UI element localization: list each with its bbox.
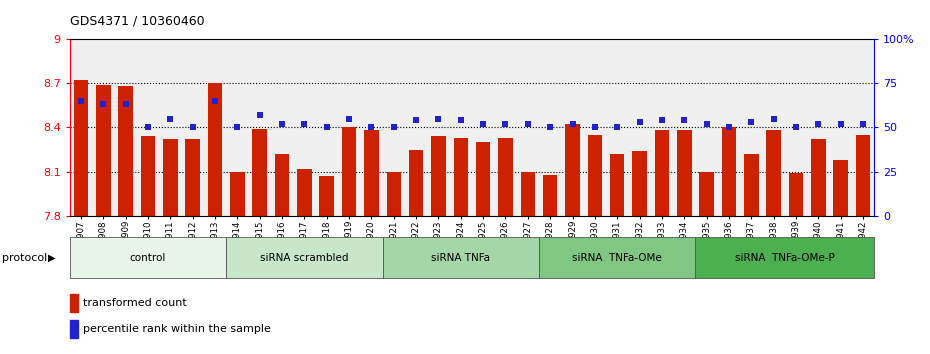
Point xyxy=(699,121,714,127)
Point xyxy=(632,119,647,125)
Bar xyxy=(811,139,826,216)
Bar xyxy=(677,130,692,216)
Point xyxy=(543,125,558,130)
Point xyxy=(655,118,670,123)
Point xyxy=(722,125,737,130)
Text: protocol: protocol xyxy=(2,252,47,263)
Point xyxy=(185,125,200,130)
Bar xyxy=(632,151,647,216)
Bar xyxy=(722,127,737,216)
Text: siRNA  TNFa-OMe-P: siRNA TNFa-OMe-P xyxy=(735,252,835,263)
Point xyxy=(789,125,804,130)
Point xyxy=(73,98,88,104)
Bar xyxy=(297,169,312,216)
Point xyxy=(319,125,334,130)
Bar xyxy=(274,154,289,216)
Point xyxy=(252,112,267,118)
Bar xyxy=(409,149,423,216)
Bar xyxy=(70,294,78,312)
Point xyxy=(744,119,759,125)
Point xyxy=(341,116,356,121)
Point xyxy=(207,98,222,104)
Bar xyxy=(521,172,535,216)
Bar xyxy=(655,130,670,216)
Point xyxy=(274,121,289,127)
Bar xyxy=(342,127,356,216)
Bar xyxy=(833,160,848,216)
Bar xyxy=(565,125,579,216)
Bar xyxy=(163,139,178,216)
Point xyxy=(96,102,111,107)
Point xyxy=(833,121,848,127)
Point xyxy=(364,125,379,130)
Point xyxy=(453,118,468,123)
Bar xyxy=(320,176,334,216)
Point xyxy=(163,116,178,121)
Bar xyxy=(382,237,539,278)
Point xyxy=(610,125,625,130)
Bar xyxy=(387,172,401,216)
Point xyxy=(766,116,781,121)
Bar xyxy=(70,320,78,338)
Text: siRNA TNFa: siRNA TNFa xyxy=(432,252,490,263)
Bar xyxy=(610,154,624,216)
Text: siRNA  TNFa-OMe: siRNA TNFa-OMe xyxy=(572,252,662,263)
Text: ▶: ▶ xyxy=(48,252,56,263)
Bar xyxy=(230,172,245,216)
Bar xyxy=(207,83,222,216)
Point xyxy=(811,121,826,127)
Point xyxy=(140,125,155,130)
Bar xyxy=(226,237,382,278)
Text: GDS4371 / 10360460: GDS4371 / 10360460 xyxy=(70,14,205,27)
Point xyxy=(386,125,401,130)
Bar xyxy=(543,175,557,216)
Point xyxy=(856,121,870,127)
Bar xyxy=(539,237,696,278)
Bar xyxy=(73,80,88,216)
Bar xyxy=(365,130,379,216)
Bar xyxy=(185,139,200,216)
Point xyxy=(677,118,692,123)
Text: control: control xyxy=(130,252,166,263)
Point xyxy=(408,118,423,123)
Point xyxy=(588,125,603,130)
Point xyxy=(118,102,133,107)
Bar xyxy=(252,129,267,216)
Bar xyxy=(699,172,714,216)
Point xyxy=(521,121,536,127)
Bar xyxy=(140,136,155,216)
Bar xyxy=(118,86,133,216)
Point xyxy=(230,125,245,130)
Bar xyxy=(744,154,759,216)
Point xyxy=(431,116,445,121)
Bar xyxy=(96,85,111,216)
Bar xyxy=(454,138,468,216)
Bar xyxy=(856,135,870,216)
Bar xyxy=(432,136,445,216)
Point xyxy=(476,121,491,127)
Bar xyxy=(498,138,512,216)
Bar xyxy=(476,142,490,216)
Bar xyxy=(789,173,804,216)
Bar xyxy=(766,130,781,216)
Text: siRNA scrambled: siRNA scrambled xyxy=(260,252,349,263)
Text: transformed count: transformed count xyxy=(83,298,186,308)
Bar xyxy=(588,135,602,216)
Point xyxy=(297,121,312,127)
Bar xyxy=(70,237,226,278)
Bar xyxy=(696,237,874,278)
Text: percentile rank within the sample: percentile rank within the sample xyxy=(83,324,271,334)
Point xyxy=(498,121,513,127)
Point xyxy=(565,121,580,127)
